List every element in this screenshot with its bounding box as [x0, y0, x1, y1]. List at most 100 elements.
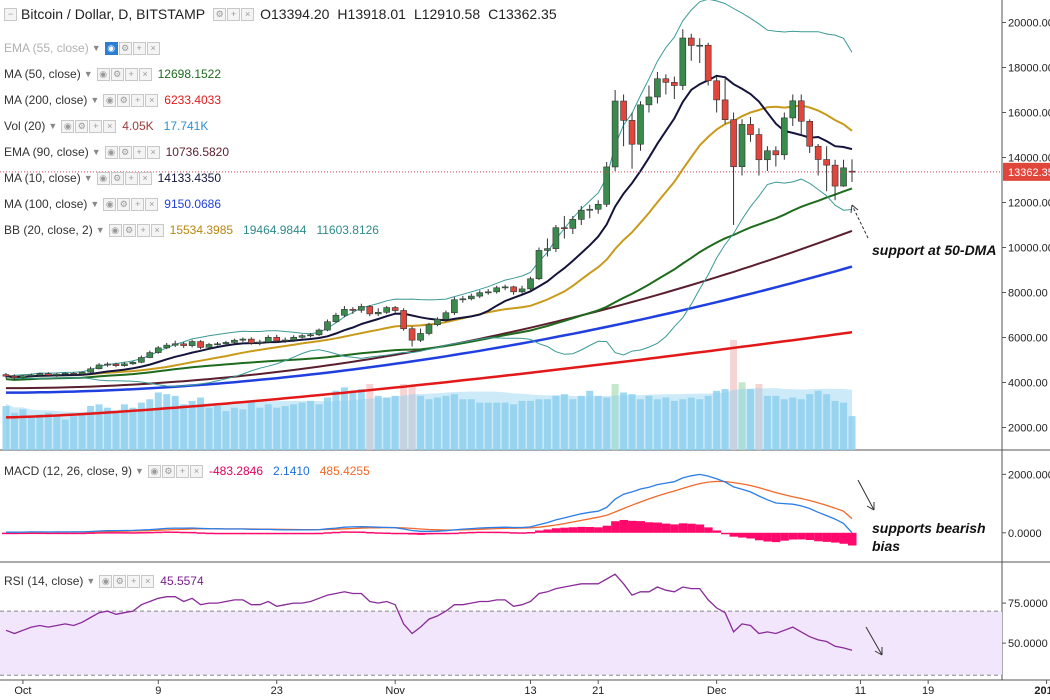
- eye-icon[interactable]: ◉: [96, 171, 110, 185]
- add-icon[interactable]: +: [89, 119, 103, 133]
- indicator-label[interactable]: EMA (55, close): [4, 41, 89, 55]
- candle-body: [44, 373, 52, 376]
- eye-icon[interactable]: ◉: [147, 464, 161, 478]
- settings-icon[interactable]: ⚙: [110, 171, 124, 185]
- add-icon[interactable]: +: [132, 145, 146, 159]
- settings-icon[interactable]: ⚙: [118, 145, 132, 159]
- eye-icon[interactable]: ◉: [61, 119, 75, 133]
- chevron-down-icon[interactable]: ▼: [135, 466, 144, 476]
- indicator-label[interactable]: Vol (20): [4, 119, 46, 133]
- volume-bar: [247, 400, 255, 450]
- indicator-row[interactable]: BB (20, close, 2) ▼ ◉ ⚙ + × 15534.3985 19464.98…: [4, 221, 389, 239]
- add-icon[interactable]: +: [136, 223, 150, 237]
- indicator-label[interactable]: MA (100, close): [4, 197, 88, 211]
- indicator-buttons[interactable]: ◉ ⚙ + ×: [104, 145, 160, 159]
- eye-icon[interactable]: ◉: [108, 223, 122, 237]
- settings-icon[interactable]: ⚙: [75, 119, 89, 133]
- eye-icon[interactable]: ◉: [104, 145, 118, 159]
- settings-icon[interactable]: ⚙: [117, 93, 131, 107]
- chevron-down-icon[interactable]: ▼: [83, 173, 93, 183]
- add-icon[interactable]: +: [227, 7, 241, 21]
- settings-icon[interactable]: ⚙: [113, 574, 127, 588]
- close-icon[interactable]: ×: [241, 7, 255, 21]
- add-icon[interactable]: +: [124, 171, 138, 185]
- indicator-label[interactable]: EMA (90, close): [4, 145, 89, 159]
- chevron-down-icon[interactable]: ▼: [83, 69, 93, 79]
- add-icon[interactable]: +: [131, 197, 145, 211]
- indicator-buttons[interactable]: ◉ ⚙ + ×: [103, 93, 159, 107]
- eye-icon[interactable]: ◉: [103, 197, 117, 211]
- chevron-down-icon[interactable]: ▼: [91, 147, 101, 157]
- eye-icon[interactable]: ◉: [103, 93, 117, 107]
- collapse-icon[interactable]: −: [4, 7, 17, 21]
- add-icon[interactable]: +: [127, 574, 141, 588]
- close-icon[interactable]: ×: [146, 145, 160, 159]
- indicator-buttons[interactable]: ◉ ⚙ + ×: [104, 41, 160, 55]
- indicator-row[interactable]: Vol (20) ▼ ◉ ⚙ + × 4.05K 17.741K: [4, 117, 218, 135]
- macd-histogram-bar: [61, 532, 70, 535]
- symbol-buttons[interactable]: ⚙ + ×: [213, 7, 255, 21]
- indicator-row[interactable]: MACD (12, 26, close, 9) ▼ ◉ ⚙ + × -483.2846 2.1…: [4, 462, 380, 480]
- candle-body: [197, 341, 204, 348]
- symbol-header[interactable]: − Bitcoin / Dollar, D, BITSTAMP ⚙ + × O133…: [4, 5, 565, 23]
- indicator-row[interactable]: EMA (90, close) ▼ ◉ ⚙ + × 10736.5820: [4, 143, 239, 161]
- add-icon[interactable]: +: [124, 67, 138, 81]
- candle-body: [341, 309, 348, 316]
- settings-icon[interactable]: ⚙: [117, 197, 131, 211]
- indicator-buttons[interactable]: ◉ ⚙ + ×: [147, 464, 203, 478]
- settings-icon[interactable]: ⚙: [118, 41, 132, 55]
- volume-bar: [704, 395, 712, 450]
- indicator-row[interactable]: MA (50, close) ▼ ◉ ⚙ + × 12698.1522: [4, 65, 231, 83]
- indicator-row[interactable]: RSI (14, close) ▼ ◉ ⚙ + × 45.5574: [4, 572, 214, 590]
- indicator-row[interactable]: MA (100, close) ▼ ◉ ⚙ + × 9150.0686: [4, 195, 231, 213]
- add-icon[interactable]: +: [175, 464, 189, 478]
- chevron-down-icon[interactable]: ▼: [95, 225, 105, 235]
- chevron-down-icon[interactable]: ▼: [86, 576, 96, 586]
- indicator-buttons[interactable]: ◉ ⚙ + ×: [103, 197, 159, 211]
- indicator-label[interactable]: RSI (14, close): [4, 574, 84, 588]
- candle-body: [747, 124, 754, 135]
- chevron-down-icon[interactable]: ▼: [90, 199, 100, 209]
- indicator-buttons[interactable]: ◉ ⚙ + ×: [61, 119, 117, 133]
- indicator-label[interactable]: MACD (12, 26, close, 9): [4, 464, 133, 478]
- settings-icon[interactable]: ⚙: [213, 7, 227, 21]
- candle-body: [561, 227, 568, 229]
- indicator-row[interactable]: MA (10, close) ▼ ◉ ⚙ + × 14133.4350: [4, 169, 231, 187]
- eye-icon[interactable]: ◉: [99, 574, 113, 588]
- eye-icon[interactable]: ◉: [96, 67, 110, 81]
- indicator-row[interactable]: MA (200, close) ▼ ◉ ⚙ + × 6233.4033: [4, 91, 231, 109]
- chevron-down-icon[interactable]: ▼: [48, 121, 58, 131]
- indicator-buttons[interactable]: ◉ ⚙ + ×: [96, 67, 152, 81]
- chevron-down-icon[interactable]: ▼: [91, 43, 101, 53]
- close-icon[interactable]: ×: [145, 93, 159, 107]
- close-icon[interactable]: ×: [141, 574, 155, 588]
- chevron-down-icon[interactable]: ▼: [90, 95, 100, 105]
- close-icon[interactable]: ×: [189, 464, 203, 478]
- close-icon[interactable]: ×: [150, 223, 164, 237]
- candle-body: [2, 374, 10, 377]
- indicator-label[interactable]: MA (200, close): [4, 93, 88, 107]
- volume-bar: [417, 395, 425, 450]
- close-icon[interactable]: ×: [103, 119, 117, 133]
- indicator-row[interactable]: EMA (55, close) ▼ ◉ ⚙ + ×: [4, 39, 166, 57]
- indicator-buttons[interactable]: ◉ ⚙ + ×: [108, 223, 164, 237]
- volume-bar: [848, 416, 856, 450]
- indicator-label[interactable]: MA (10, close): [4, 171, 81, 185]
- indicator-label[interactable]: MA (50, close): [4, 67, 81, 81]
- settings-icon[interactable]: ⚙: [110, 67, 124, 81]
- candlesticks[interactable]: [2, 29, 856, 380]
- indicator-label[interactable]: BB (20, close, 2): [4, 223, 93, 237]
- add-icon[interactable]: +: [132, 41, 146, 55]
- close-icon[interactable]: ×: [138, 171, 152, 185]
- close-icon[interactable]: ×: [146, 41, 160, 55]
- indicator-buttons[interactable]: ◉ ⚙ + ×: [96, 171, 152, 185]
- indicator-buttons[interactable]: ◉ ⚙ + ×: [99, 574, 155, 588]
- settings-icon[interactable]: ⚙: [161, 464, 175, 478]
- close-icon[interactable]: ×: [145, 197, 159, 211]
- add-icon[interactable]: +: [131, 93, 145, 107]
- close-icon[interactable]: ×: [138, 67, 152, 81]
- eye-icon[interactable]: ◉: [104, 41, 118, 55]
- volume-bar: [273, 407, 281, 450]
- settings-icon[interactable]: ⚙: [122, 223, 136, 237]
